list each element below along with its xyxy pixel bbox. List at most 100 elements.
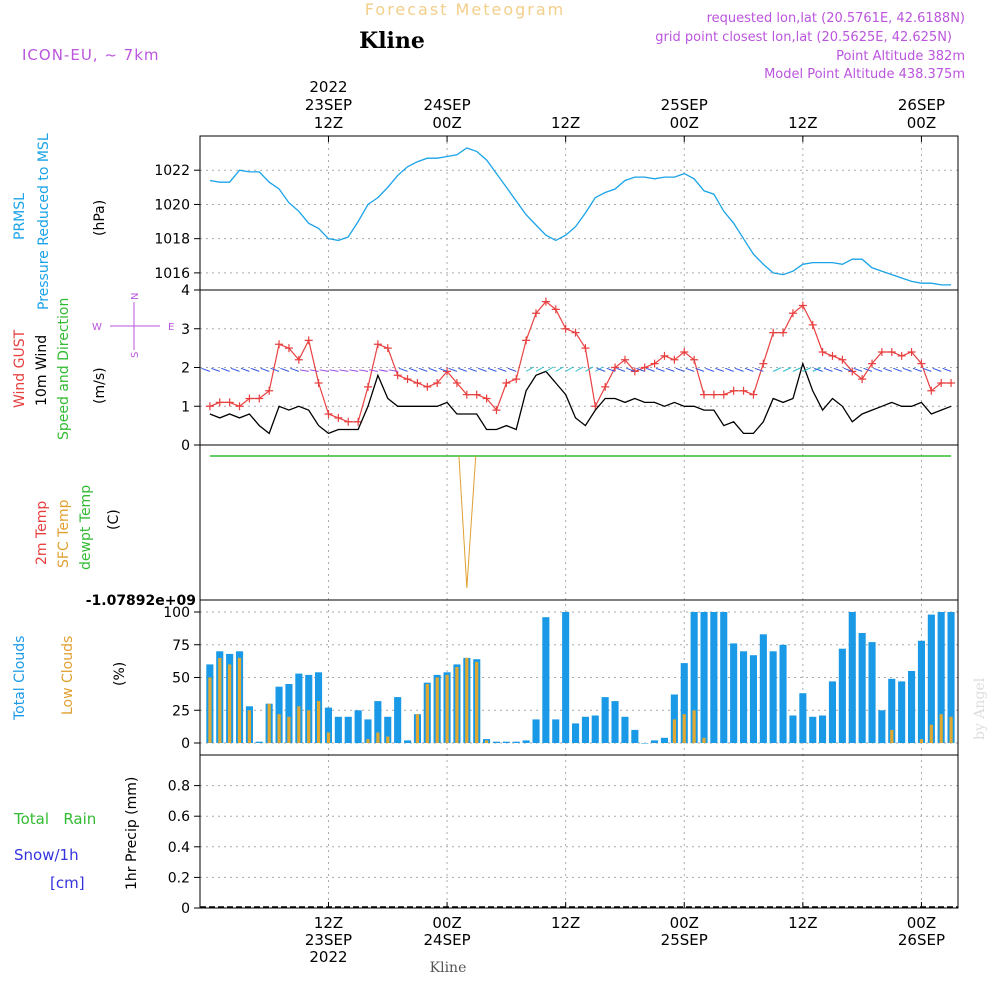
total-cloud-bar — [364, 719, 372, 743]
wind-direction-arrow — [792, 367, 802, 372]
total-cloud-bar — [621, 716, 629, 743]
total-cloud-bar — [394, 697, 402, 743]
gust-point — [927, 386, 936, 395]
gust-point — [245, 394, 254, 403]
low-cloud-bar — [228, 664, 232, 743]
total-cloud-bar — [562, 612, 570, 743]
y-tick-label: 0 — [181, 736, 190, 752]
temp-2m-label: 2m Temp — [34, 501, 50, 565]
total-cloud-bar — [305, 674, 313, 743]
gust-point — [373, 340, 382, 349]
wind-direction-arrow — [290, 367, 299, 372]
panel-frame — [199, 135, 959, 291]
gust-point — [472, 390, 481, 399]
gust-point — [719, 390, 728, 399]
low-cloud-bar — [307, 710, 311, 744]
compass-e: E — [168, 322, 174, 333]
wind-direction-arrow — [221, 367, 230, 372]
total-cloud-bar — [344, 716, 352, 743]
bottom-time-label: 26SEP — [898, 931, 945, 949]
bottom-time-label: 23SEP — [305, 931, 352, 949]
gust-point — [423, 382, 432, 391]
wind-direction-arrow — [565, 366, 574, 372]
low-cloud-bar — [465, 657, 469, 743]
total-cloud-bar — [858, 633, 866, 743]
y-tick-label: 0.6 — [168, 809, 190, 825]
top-time-label: 23SEP — [305, 96, 352, 114]
y-tick-label: 2 — [181, 361, 190, 377]
wind-direction-arrow — [477, 367, 487, 372]
wind-direction-arrow — [883, 367, 892, 372]
total-cloud-bar — [354, 710, 362, 744]
top-time-label: 24SEP — [423, 96, 470, 114]
compass-w: W — [92, 322, 102, 333]
gust-point — [225, 398, 234, 407]
gust-point — [917, 359, 926, 368]
wind-direction-arrow — [585, 366, 594, 372]
wind-direction-arrow — [250, 367, 260, 372]
low-cloud-bar — [267, 703, 271, 743]
gust-point — [700, 390, 709, 399]
y-tick-label: 4 — [181, 283, 190, 299]
y-tick-label: 50 — [172, 671, 190, 687]
wind-direction-arrow — [368, 369, 378, 372]
top-time-label: 00Z — [670, 114, 699, 132]
gust-point — [937, 379, 946, 387]
chart-title: Forecast Meteogram — [365, 0, 565, 19]
low-cloud-bar — [326, 732, 331, 743]
gust-point — [739, 386, 748, 395]
clouds-panel: 0 25 50 75 100 — [163, 605, 955, 752]
gust-point — [907, 348, 916, 356]
wind-direction-arrow — [705, 367, 715, 372]
gust-point — [749, 390, 758, 399]
bottom-time-label: 12Z — [314, 914, 343, 932]
total-cloud-bar — [759, 634, 767, 743]
low-cloud-bar — [455, 667, 459, 743]
wind-direction-arrow — [626, 367, 636, 372]
wind-direction-arrow — [428, 367, 438, 372]
total-cloud-bar — [927, 614, 935, 743]
gust-point — [255, 394, 264, 403]
wind-direction-arrow — [782, 367, 792, 372]
gust-point — [413, 379, 422, 387]
gust-point — [324, 410, 333, 418]
total-cloud-bar — [641, 743, 649, 744]
total-cloud-bar — [819, 715, 827, 743]
top-time-label: 12Z — [314, 114, 343, 132]
gust-point — [887, 348, 896, 356]
gust-point — [670, 355, 679, 364]
info-line-3: Point Altitude 382m — [836, 49, 965, 64]
total-cloud-bar — [670, 694, 678, 743]
total-cloud-bar — [789, 715, 797, 743]
low-cloud-bar — [366, 739, 370, 743]
wind-direction-arrow — [359, 369, 369, 372]
gust-point — [877, 348, 886, 356]
wind-direction-arrow — [240, 367, 250, 372]
total-cloud-bar — [384, 716, 392, 743]
low-cloud-bar — [386, 736, 390, 743]
total-cloud-bar — [898, 681, 906, 743]
total-cloud-bar — [601, 697, 609, 743]
wind-direction-arrow — [525, 366, 535, 372]
total-rain-label: Total Rain — [13, 810, 96, 828]
wind-direction-arrow — [636, 367, 645, 372]
wind-direction-arrow — [873, 367, 883, 372]
wind-direction-arrow — [438, 367, 448, 372]
total-cloud-bar — [730, 643, 738, 743]
low-cloud-bar — [435, 677, 439, 743]
wind-direction-arrow — [932, 367, 942, 372]
gust-point — [611, 363, 620, 372]
gust-point — [838, 355, 847, 364]
model-label: ICON-EU, ~ 7km — [22, 46, 160, 64]
wind-direction-arrow — [744, 367, 754, 372]
y-tick-label: 0 — [181, 438, 190, 454]
bottom-time-label: 12Z — [551, 914, 580, 932]
wind-direction-arrow — [665, 367, 675, 372]
gust-point — [364, 382, 373, 391]
pressure-unit: (hPa) — [92, 200, 108, 236]
gust-point — [650, 359, 659, 368]
gust-point — [344, 417, 353, 426]
y-tick-label: 1022 — [154, 163, 190, 179]
top-time-label: 2022 — [309, 78, 347, 96]
